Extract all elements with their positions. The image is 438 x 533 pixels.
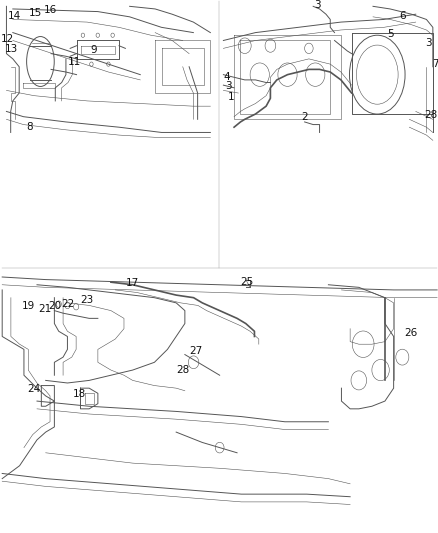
Text: 11: 11 (68, 56, 81, 67)
Text: 2: 2 (301, 112, 308, 122)
Text: 13: 13 (4, 44, 18, 54)
Text: 15: 15 (28, 7, 42, 18)
Text: 3: 3 (314, 0, 321, 10)
Text: 21: 21 (38, 303, 51, 313)
Text: 4: 4 (223, 72, 230, 82)
Text: 17: 17 (126, 278, 139, 288)
Text: 7: 7 (432, 59, 438, 69)
Text: 20: 20 (49, 301, 62, 311)
Text: 23: 23 (81, 295, 94, 305)
Text: 28: 28 (176, 365, 189, 375)
Text: 14: 14 (8, 11, 21, 20)
Text: 26: 26 (404, 328, 418, 337)
Text: 28: 28 (424, 110, 437, 120)
Text: 24: 24 (27, 384, 40, 394)
Text: 22: 22 (61, 298, 74, 309)
Text: 9: 9 (90, 45, 97, 55)
Text: 27: 27 (189, 346, 202, 356)
Text: 18: 18 (73, 389, 86, 399)
Text: 16: 16 (43, 5, 57, 15)
Text: 5: 5 (387, 29, 393, 39)
Text: 3: 3 (425, 38, 432, 48)
Text: 19: 19 (21, 301, 35, 311)
Text: 8: 8 (26, 122, 33, 132)
Text: 12: 12 (1, 34, 14, 44)
Text: 3: 3 (226, 82, 232, 92)
Text: 1: 1 (228, 92, 234, 102)
Text: 25: 25 (240, 277, 253, 287)
Text: 6: 6 (399, 11, 406, 20)
